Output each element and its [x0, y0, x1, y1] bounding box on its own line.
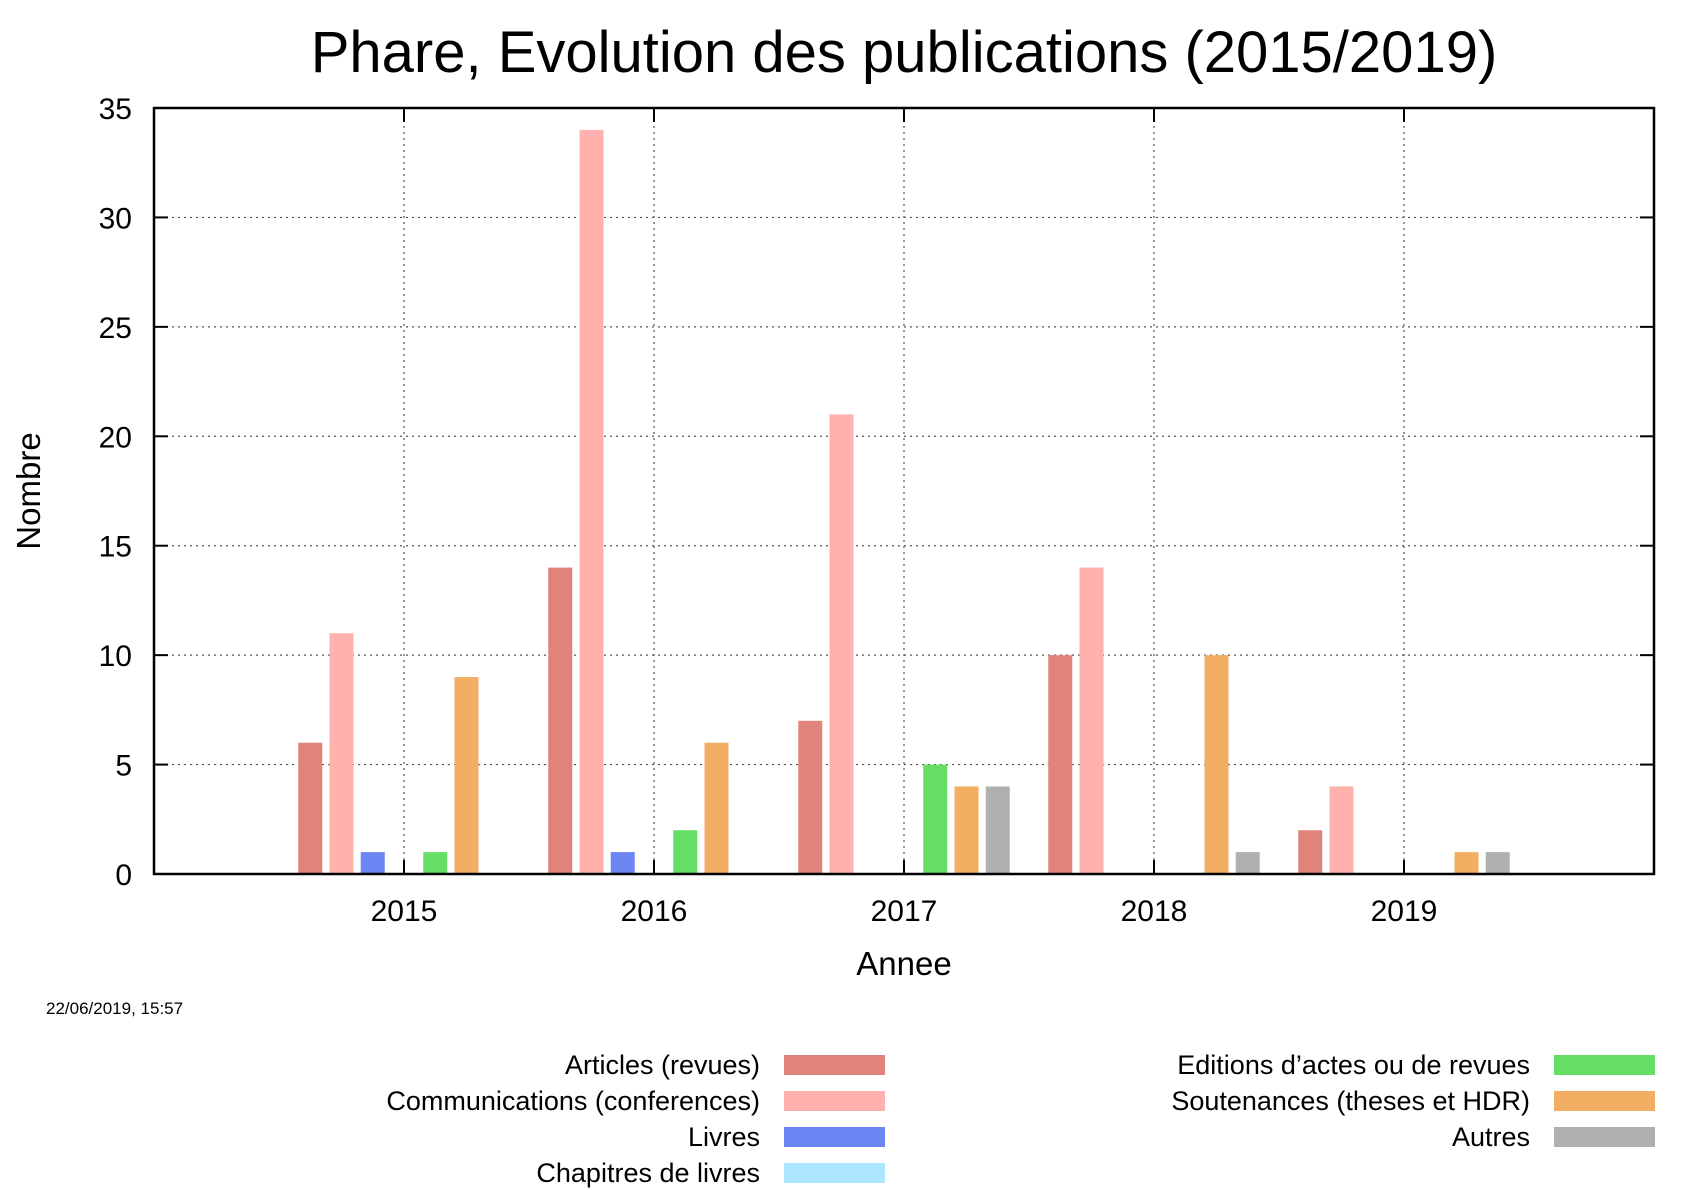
timestamp: 22/06/2019, 15:57: [46, 999, 183, 1018]
legend-swatch: [784, 1091, 885, 1111]
y-tick-label: 20: [99, 421, 132, 454]
bar: [423, 852, 448, 874]
x-tick-label: 2017: [871, 895, 938, 928]
bar: [923, 764, 948, 874]
bar: [1329, 786, 1354, 874]
legend-label: Livres: [688, 1122, 760, 1152]
y-tick-label: 30: [99, 202, 132, 235]
bar: [548, 567, 573, 874]
bar: [1298, 830, 1323, 874]
x-tick-label: 2019: [1371, 895, 1438, 928]
legend-swatch: [1554, 1127, 1655, 1147]
x-axis-label: Annee: [856, 945, 951, 982]
bar: [1485, 852, 1510, 874]
legend-label: Editions d’actes ou de revues: [1177, 1050, 1530, 1080]
bar: [985, 786, 1010, 874]
y-tick-label: 0: [115, 859, 132, 892]
bars: [298, 129, 1510, 874]
bar: [798, 720, 823, 874]
legend-swatch: [784, 1055, 885, 1075]
bar: [1048, 655, 1073, 874]
bar: [610, 852, 635, 874]
bar: [1204, 655, 1229, 874]
bar: [1235, 852, 1260, 874]
y-tick-label: 5: [115, 750, 132, 783]
bar: [360, 852, 385, 874]
y-axis-label: Nombre: [10, 432, 47, 549]
legend-label: Communications (conferences): [386, 1086, 760, 1116]
axis-ticks: 0 5 10 15 20 25 30 35 2015 2016 2017 2018 2019: [99, 93, 1654, 928]
grid-lines: [154, 108, 1654, 874]
legend-swatch: [784, 1163, 885, 1183]
legend: Articles (revues) Communications (confere…: [386, 1050, 1655, 1188]
bar: [329, 633, 354, 874]
x-tick-label: 2015: [371, 895, 438, 928]
legend-label: Autres: [1452, 1122, 1530, 1152]
bar: [454, 677, 479, 874]
bar: [579, 129, 604, 874]
y-tick-label: 25: [99, 312, 132, 345]
bar: [829, 414, 854, 874]
x-tick-label: 2016: [621, 895, 688, 928]
legend-label: Chapitres de livres: [536, 1158, 760, 1188]
bar: [954, 786, 979, 874]
legend-swatch: [1554, 1055, 1655, 1075]
y-tick-label: 10: [99, 640, 132, 673]
bar: [704, 742, 729, 874]
bar: [673, 830, 698, 874]
x-tick-label: 2018: [1121, 895, 1188, 928]
y-tick-label: 15: [99, 531, 132, 564]
bar: [1079, 567, 1104, 874]
chart-title: Phare, Evolution des publications (2015/…: [311, 20, 1498, 85]
legend-swatch: [784, 1127, 885, 1147]
y-tick-label: 35: [99, 93, 132, 126]
bar: [298, 742, 323, 874]
legend-label: Articles (revues): [565, 1050, 760, 1080]
bar: [1454, 852, 1479, 874]
legend-swatch: [1554, 1091, 1655, 1111]
legend-label: Soutenances (theses et HDR): [1171, 1086, 1530, 1116]
